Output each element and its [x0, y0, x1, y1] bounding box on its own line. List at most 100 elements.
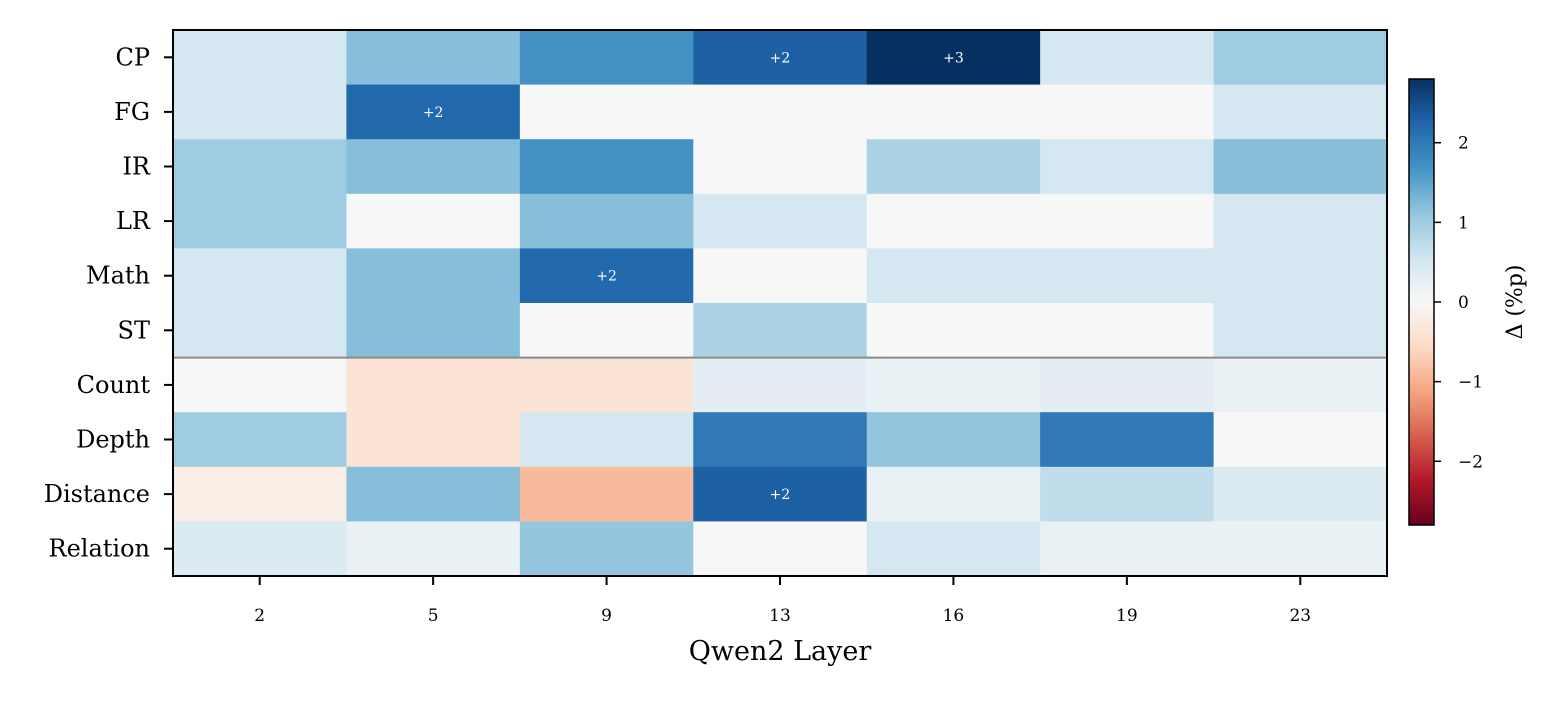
heatmap-cell-lr-16	[866, 193, 1041, 249]
heatmap-cell-ir-23	[1213, 139, 1388, 195]
heatmap-cell-fg-19	[1040, 84, 1215, 140]
heatmap-cell-distance-2	[173, 466, 347, 522]
heatmap-cell-ir-13	[693, 139, 868, 195]
cell-annotation: +2	[770, 50, 791, 66]
colorbar-tick-label: 2	[1458, 134, 1469, 154]
y-tick-label-math: Math	[86, 262, 150, 290]
cell-annotation: +2	[770, 487, 791, 503]
heatmap-cell-math-13	[693, 248, 868, 304]
colorbar-tick-label: −2	[1458, 452, 1483, 472]
heatmap-cell-math-23	[1213, 248, 1388, 304]
heatmap-cell-fg-23	[1213, 84, 1388, 140]
heatmap-cell-count-13	[693, 357, 868, 413]
heatmap-cell-distance-16	[866, 466, 1041, 522]
cell-annotation: +3	[943, 50, 964, 66]
heatmap-cell-ir-9	[519, 139, 694, 195]
heatmap-cell-lr-19	[1040, 193, 1215, 249]
heatmap-cell-lr-23	[1213, 193, 1388, 249]
heatmap-cell-relation-19	[1040, 521, 1215, 577]
x-axis-title: Qwen2 Layer	[689, 636, 872, 667]
heatmap-cell-depth-9	[519, 412, 694, 468]
x-tick-label-5: 5	[428, 606, 439, 626]
heatmap-cell-lr-13	[693, 193, 868, 249]
heatmap-cell-st-23	[1213, 303, 1388, 359]
heatmap-cell-relation-13	[693, 521, 868, 577]
heatmap-cell-cp-16	[866, 30, 1041, 86]
heatmap-cells	[173, 30, 1388, 577]
heatmap-cell-fg-9	[519, 84, 694, 140]
y-tick-label-lr: LR	[116, 207, 151, 235]
heatmap-cell-fg-2	[173, 84, 347, 140]
x-tick-label-23: 23	[1289, 606, 1311, 626]
y-tick-label-fg: FG	[114, 98, 150, 126]
cell-annotations: +2 +3 +2 +2 +2	[423, 50, 964, 503]
heatmap-cell-st-19	[1040, 303, 1215, 359]
heatmap-cell-count-19	[1040, 357, 1215, 413]
heatmap-cell-count-23	[1213, 357, 1388, 413]
heatmap-cell-distance-23	[1213, 466, 1388, 522]
heatmap-cell-lr-2	[173, 193, 347, 249]
cell-annotation: +2	[423, 105, 444, 121]
heatmap-cell-fg-16	[866, 84, 1041, 140]
colorbar-axis: 2 1 0 −1 −2	[1434, 134, 1483, 472]
y-tick-label-count: Count	[77, 371, 151, 399]
heatmap-cell-depth-19	[1040, 412, 1215, 468]
y-axis: CP FG IR LR Math ST Count Depth Distance Relation	[44, 43, 173, 563]
heatmap-cell-cp-2	[173, 30, 347, 86]
heatmap-cell-st-16	[866, 303, 1041, 359]
colorbar-tick-label: 1	[1458, 213, 1469, 233]
colorbar-tick-label: 0	[1458, 293, 1469, 313]
heatmap-cell-cp-13	[693, 30, 868, 86]
heatmap-cell-fg-5	[346, 84, 521, 140]
heatmap-cell-depth-16	[866, 412, 1041, 468]
y-tick-label-st: ST	[118, 316, 150, 344]
heatmap-cell-math-2	[173, 248, 347, 304]
y-tick-label-relation: Relation	[49, 535, 150, 563]
y-tick-label-ir: IR	[122, 153, 150, 181]
y-tick-label-distance: Distance	[44, 480, 150, 508]
colorbar-title: Δ (%p)	[1503, 264, 1528, 339]
heatmap-cell-math-5	[346, 248, 521, 304]
heatmap-cell-distance-19	[1040, 466, 1215, 522]
heatmap-cell-distance-9	[519, 466, 694, 522]
heatmap-cell-relation-2	[173, 521, 347, 577]
heatmap-cell-cp-23	[1213, 30, 1388, 86]
heatmap-cell-ir-5	[346, 139, 521, 195]
heatmap-cell-lr-5	[346, 193, 521, 249]
heatmap-cell-depth-13	[693, 412, 868, 468]
heatmap-cell-count-9	[519, 357, 694, 413]
heatmap-cell-ir-19	[1040, 139, 1215, 195]
x-tick-label-19: 19	[1116, 606, 1138, 626]
heatmap-cell-relation-23	[1213, 521, 1388, 577]
heatmap-cell-depth-23	[1213, 412, 1388, 468]
x-axis: 2 5 9 13 16 19 23	[254, 576, 1311, 626]
colorbar	[1408, 78, 1435, 526]
cell-annotation: +2	[596, 269, 617, 285]
heatmap-cell-math-9	[519, 248, 694, 304]
y-tick-label-depth: Depth	[76, 426, 150, 454]
heatmap-cell-st-13	[693, 303, 868, 359]
heatmap-cell-math-19	[1040, 248, 1215, 304]
heatmap-cell-count-16	[866, 357, 1041, 413]
x-tick-label-9: 9	[601, 606, 612, 626]
heatmap-cell-lr-9	[519, 193, 694, 249]
heatmap-cell-st-5	[346, 303, 521, 359]
x-tick-label-13: 13	[769, 606, 791, 626]
heatmap-cell-ir-16	[866, 139, 1041, 195]
y-tick-label-cp: CP	[115, 43, 150, 71]
heatmap-cell-depth-5	[346, 412, 521, 468]
heatmap-cell-ir-2	[173, 139, 347, 195]
heatmap-cell-cp-5	[346, 30, 521, 86]
heatmap-cell-relation-9	[519, 521, 694, 577]
heatmap-cell-cp-19	[1040, 30, 1215, 86]
heatmap-cell-relation-5	[346, 521, 521, 577]
heatmap-cell-fg-13	[693, 84, 868, 140]
heatmap-cell-count-5	[346, 357, 521, 413]
heatmap-cell-count-2	[173, 357, 347, 413]
x-tick-label-16: 16	[943, 606, 965, 626]
x-tick-label-2: 2	[254, 606, 265, 626]
heatmap-cell-relation-16	[866, 521, 1041, 577]
heatmap-cell-st-9	[519, 303, 694, 359]
